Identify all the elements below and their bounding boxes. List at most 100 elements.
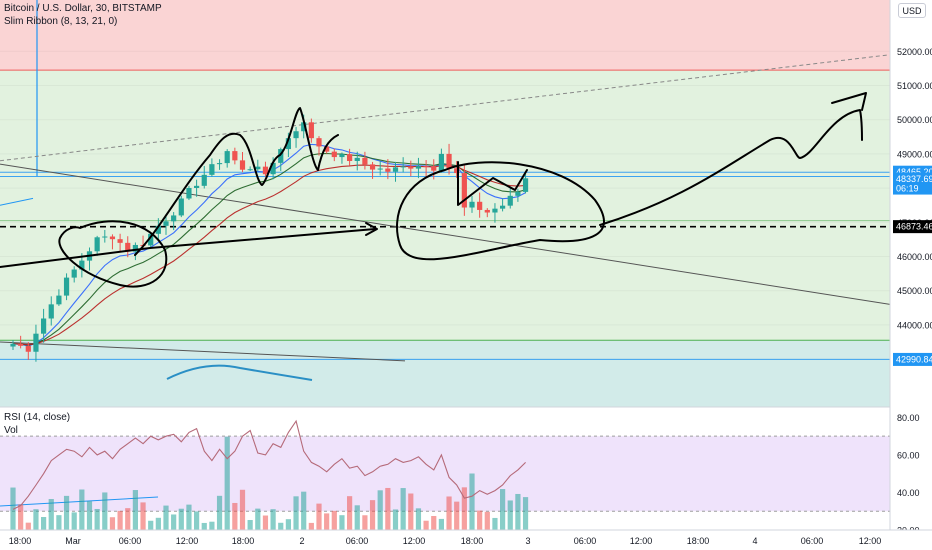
candle <box>438 148 444 173</box>
volume-bar <box>10 487 16 530</box>
time-tick-label: 4 <box>752 536 757 546</box>
rsi-band <box>0 436 890 512</box>
price-tick-label: 46000.00 <box>897 252 932 262</box>
candle <box>48 296 54 326</box>
trend-line-down <box>0 163 891 305</box>
volume-bar <box>347 496 353 530</box>
time-tick-label: 18:00 <box>232 536 255 546</box>
symbol-title[interactable]: Bitcoin / U.S. Dollar, 30, BITSTAMP <box>4 3 162 14</box>
candle <box>423 160 429 177</box>
rsi-trend-line <box>0 496 159 507</box>
candle-body <box>247 169 253 171</box>
candle <box>94 235 100 256</box>
arrow-head-drawing <box>365 222 378 236</box>
candle <box>18 335 24 349</box>
candle <box>316 136 322 156</box>
time-tick-label: 18:00 <box>687 536 710 546</box>
volume-bar <box>308 522 314 530</box>
volume-bar <box>109 517 116 530</box>
candle <box>132 242 138 261</box>
candle <box>262 161 269 177</box>
candle-body <box>293 131 299 139</box>
candle-body <box>194 185 200 188</box>
candle <box>515 188 521 202</box>
time-tick-label: Mar <box>65 536 81 546</box>
rsi-title[interactable]: RSI (14, close) <box>4 412 71 423</box>
zone-teal <box>0 340 890 407</box>
volume-bar <box>392 509 399 530</box>
volume-bar <box>201 522 207 530</box>
candle-body <box>362 157 368 165</box>
volume-bar <box>316 503 322 530</box>
volume-bar <box>163 505 169 530</box>
volume-bar <box>461 487 467 530</box>
volume-bar <box>155 517 161 530</box>
candle-body <box>454 168 460 174</box>
candle <box>492 203 498 223</box>
currency-button[interactable]: USD <box>898 3 926 18</box>
candle-body <box>262 166 269 175</box>
volume-bar <box>354 505 360 530</box>
volume-bar <box>94 508 100 530</box>
volume-bar <box>171 514 177 530</box>
ribbon-title[interactable]: Slim Ribbon (8, 13, 21, 0) <box>4 16 118 27</box>
candle <box>224 149 230 168</box>
candle-body <box>477 201 483 210</box>
candle-body <box>515 191 521 196</box>
candle-body <box>18 343 24 346</box>
vol-legend: Vol <box>4 425 22 436</box>
candle-body <box>408 166 414 169</box>
volume-bar <box>324 513 330 530</box>
candle-body <box>484 209 490 213</box>
candle <box>109 234 116 250</box>
candle <box>178 195 184 218</box>
candle <box>117 233 123 252</box>
candle <box>293 126 299 148</box>
candle-body <box>10 343 16 347</box>
volume-bar <box>140 502 146 530</box>
volume-bar <box>431 516 437 530</box>
volume-bar <box>41 517 47 530</box>
candle-body <box>331 151 337 158</box>
candle <box>71 266 77 283</box>
candle <box>201 165 207 189</box>
volume-bar <box>178 508 184 530</box>
volume-bar <box>385 487 391 530</box>
candle <box>377 161 383 176</box>
candle-body <box>301 122 307 132</box>
volume-bar <box>477 510 483 530</box>
volume-bar <box>224 436 230 530</box>
candle <box>10 340 16 351</box>
candle <box>354 151 360 171</box>
candle-body <box>117 239 123 243</box>
volume-bar <box>86 501 93 530</box>
candle <box>477 192 483 218</box>
candle <box>500 198 506 212</box>
candle-body <box>239 160 246 170</box>
vol-title[interactable]: Vol <box>4 425 18 436</box>
price-label-text: 46873.46 <box>896 222 932 232</box>
time-tick-label: 18:00 <box>461 536 484 546</box>
candle-body <box>209 164 215 175</box>
candle <box>255 159 261 172</box>
candle-body <box>109 236 116 240</box>
time-tick-label: 06:00 <box>119 536 142 546</box>
candle <box>163 214 169 235</box>
projection-drawing <box>599 109 863 226</box>
time-axis-background <box>0 530 932 550</box>
price-label-text: 48465.20 <box>896 167 932 177</box>
volume-bar <box>415 508 422 530</box>
candle-body <box>461 173 467 208</box>
candle-body <box>155 225 161 234</box>
candle-body <box>255 166 261 170</box>
volume-bar <box>33 509 39 530</box>
volume-bar <box>247 520 253 530</box>
candle-body <box>48 304 54 319</box>
volume-bar <box>262 515 269 530</box>
volume-bar <box>117 510 123 530</box>
candle <box>408 160 414 177</box>
candle <box>239 151 246 173</box>
time-tick-label: 2 <box>299 536 304 546</box>
candle <box>362 151 368 170</box>
